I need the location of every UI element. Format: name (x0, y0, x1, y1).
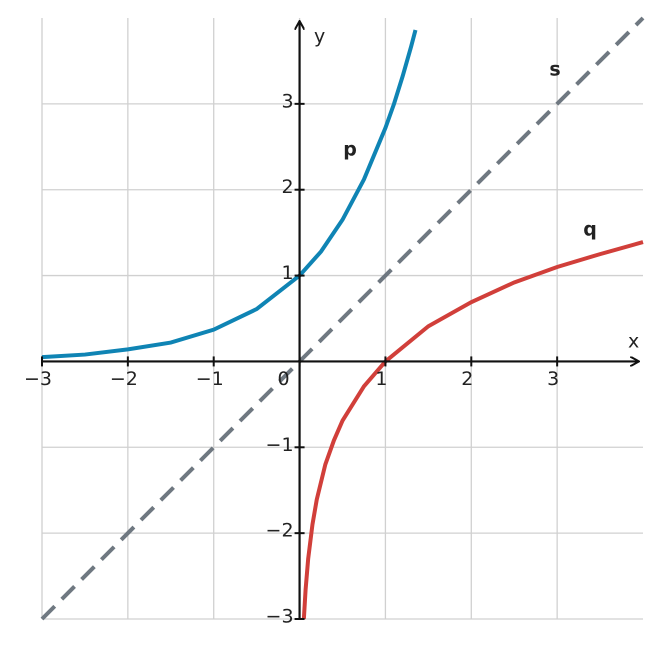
x-tick-label: 1 (375, 368, 387, 390)
x-tick-label: −2 (110, 368, 138, 390)
y-tick-label: 2 (281, 176, 293, 198)
curve (40, 16, 645, 621)
series-label: p (343, 139, 357, 161)
curve (301, 240, 644, 620)
x-tick-label: 3 (547, 368, 559, 390)
y-tick-label: −1 (266, 434, 294, 456)
curve (41, 29, 418, 360)
series-label: s (549, 59, 560, 81)
x-tick-label: 0 (278, 368, 290, 390)
x-axis-label: x (628, 331, 639, 353)
y-axis-label: y (314, 26, 325, 48)
series-label: q (583, 219, 597, 241)
y-tick-label: −3 (266, 606, 294, 628)
y-tick-label: −2 (266, 520, 294, 542)
x-tick-label: −1 (196, 368, 224, 390)
y-tick-label: 3 (281, 90, 293, 112)
x-tick-label: 2 (461, 368, 473, 390)
x-tick-label: −3 (24, 368, 52, 390)
y-tick-label: 1 (281, 262, 293, 284)
